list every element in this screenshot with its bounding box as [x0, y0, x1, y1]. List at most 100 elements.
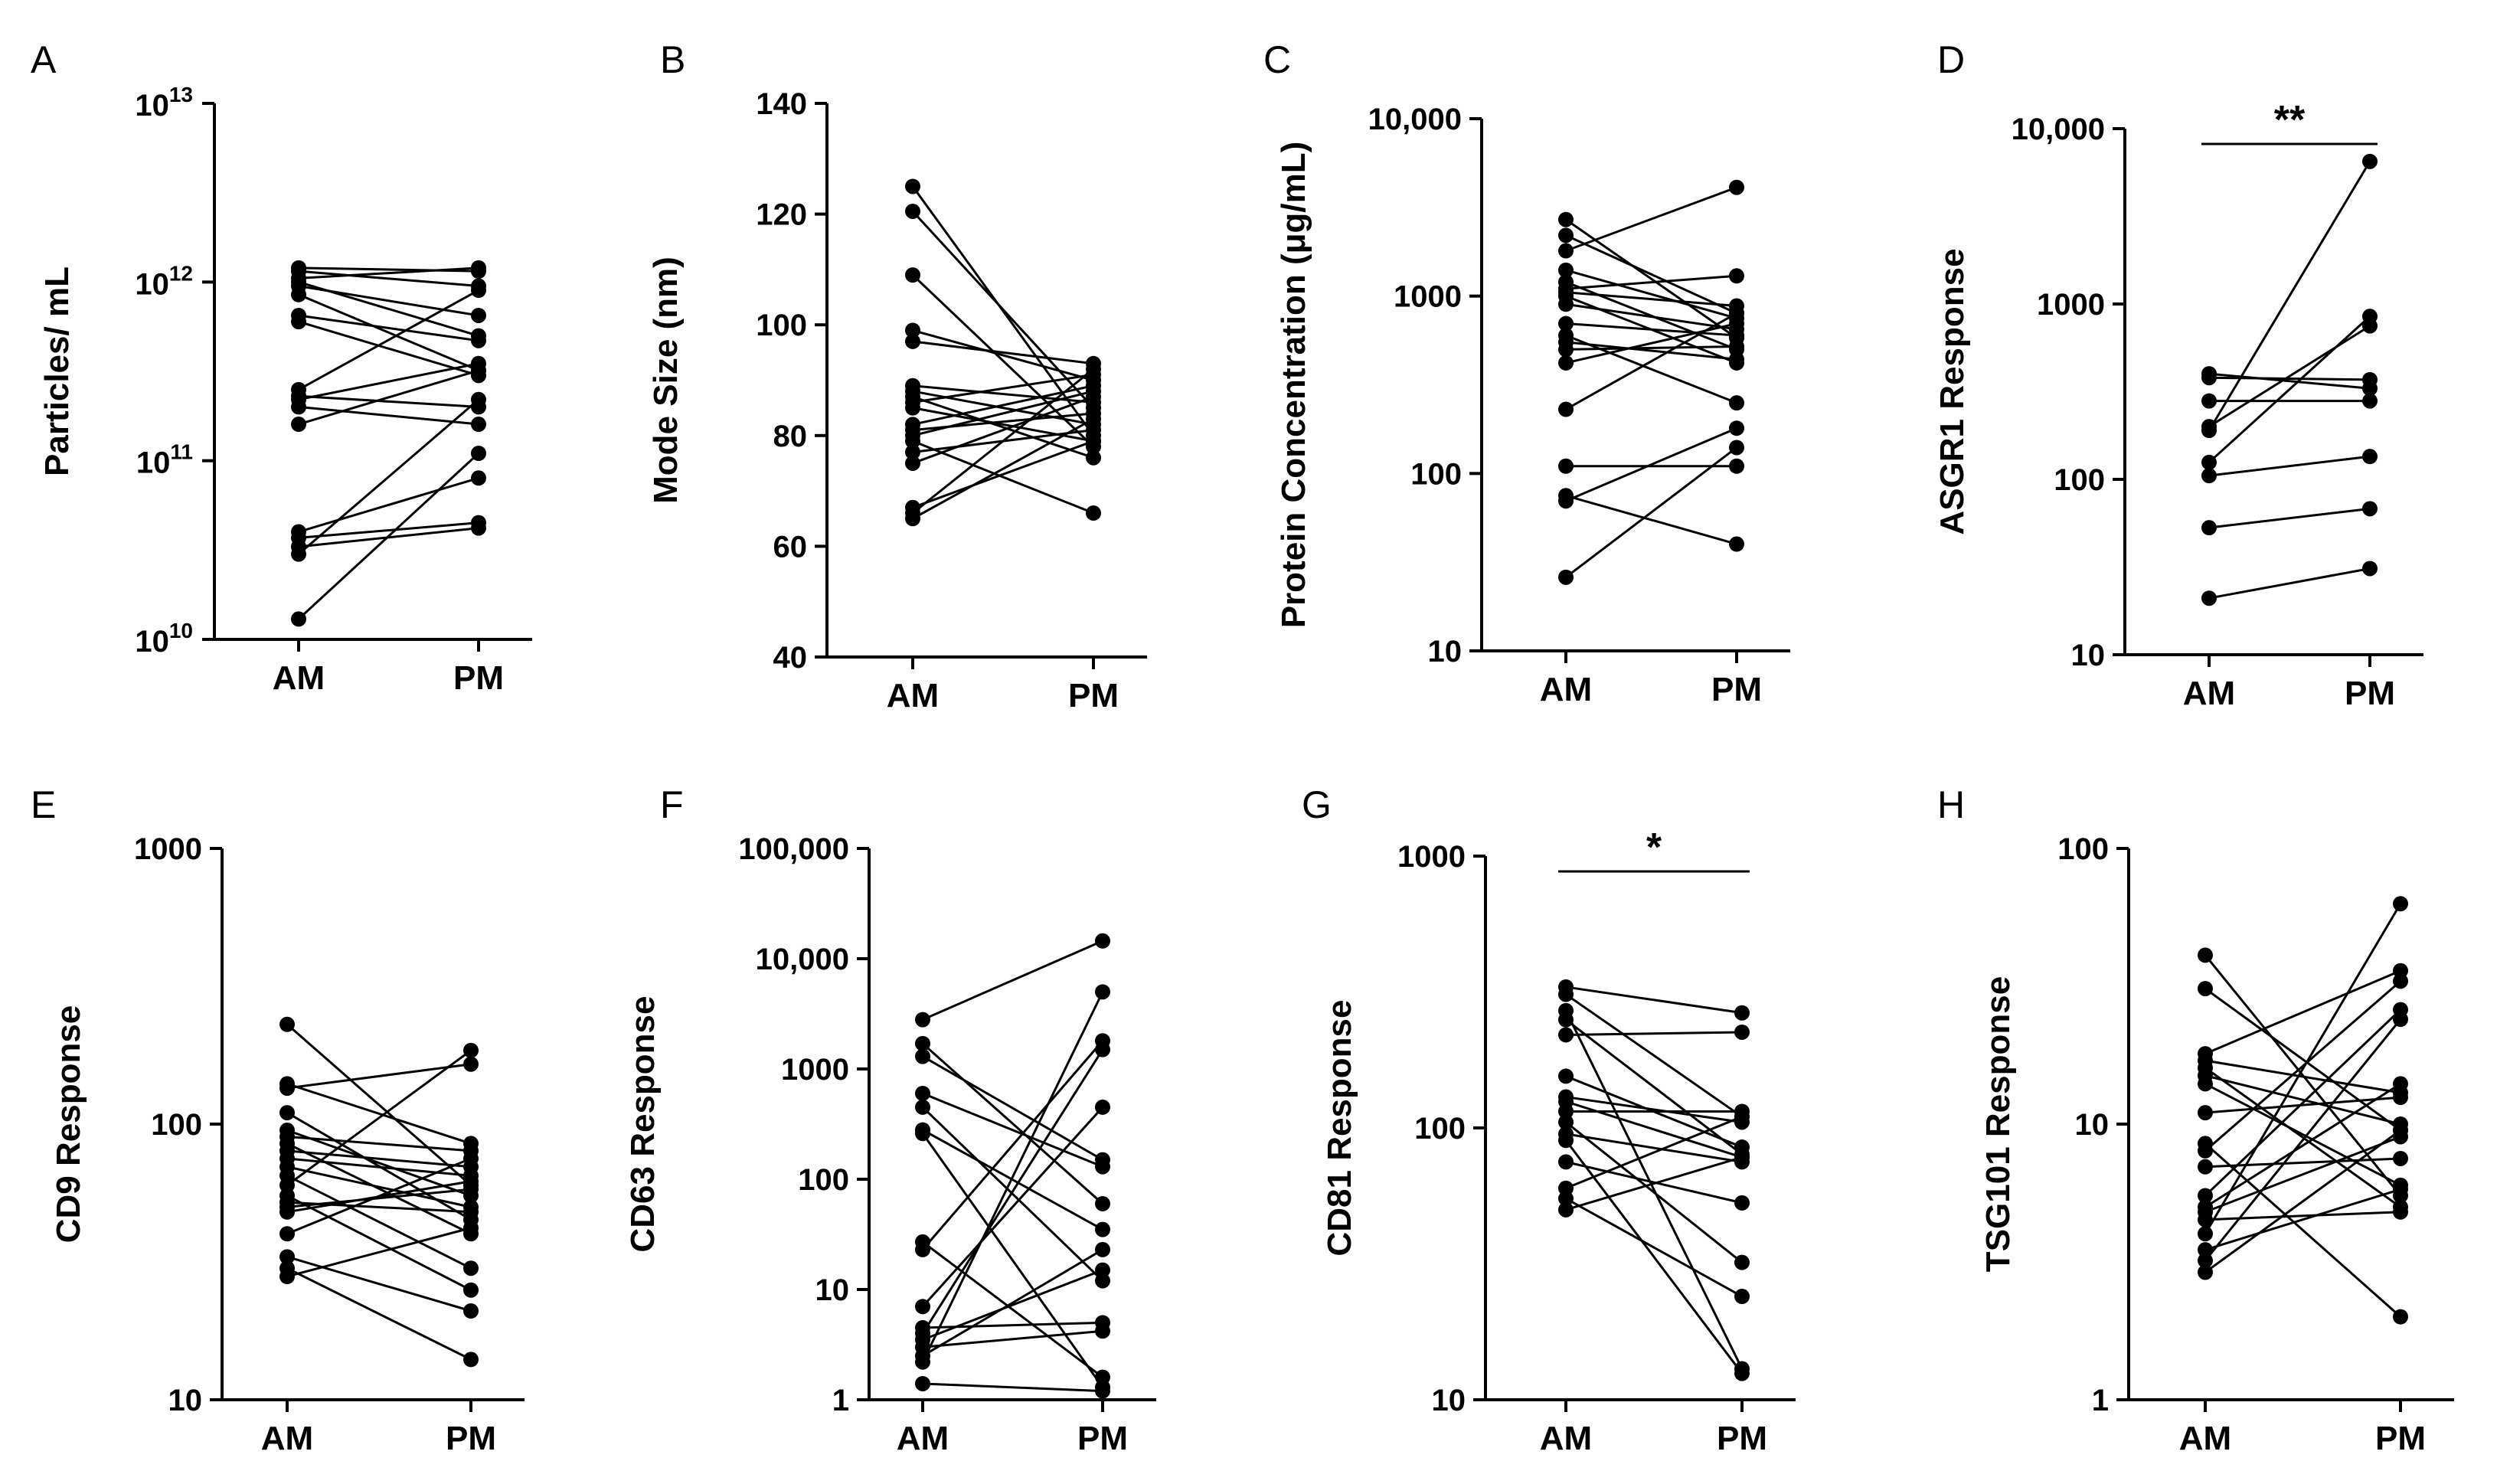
pair-line — [286, 1082, 472, 1145]
pair-line — [2208, 455, 2371, 477]
am-point — [1558, 493, 1574, 509]
y-tick-label: 140 — [756, 87, 807, 121]
pm-point — [463, 1352, 479, 1368]
pair-line — [922, 1269, 1103, 1342]
pair-line — [1565, 334, 1737, 404]
y-tick-label: 1000 — [781, 1053, 849, 1087]
pair-line — [1565, 302, 1737, 331]
am-point — [905, 444, 920, 460]
am-point — [2198, 1253, 2213, 1269]
am-point — [291, 314, 306, 330]
pm-point — [2393, 1090, 2408, 1106]
pm-point — [1095, 1221, 1110, 1237]
pm-point — [463, 1150, 479, 1166]
am-point — [905, 455, 920, 471]
am-point — [1558, 342, 1574, 358]
pm-point — [1095, 1195, 1110, 1211]
pm-point — [2362, 309, 2378, 325]
pair-line — [1565, 1155, 1743, 1211]
pair-line — [921, 1106, 1104, 1308]
pm-point — [1729, 536, 1744, 552]
panel-f: F 1 10 100 1000 10,000 100,000 AM PM CD63 Respons… — [624, 783, 1156, 1457]
pair-line — [1565, 345, 1737, 351]
am-point — [291, 417, 306, 433]
y-axis-label: TSG101 Response — [1979, 976, 2017, 1272]
y-axis-label: Particles/ mL — [38, 266, 76, 476]
pm-point — [1095, 1262, 1110, 1278]
am-point — [905, 400, 920, 416]
y-tick-label: 100,000 — [738, 832, 849, 866]
pm-point — [1086, 361, 1101, 378]
pm-point — [471, 417, 486, 433]
x-tick-label: PM — [1717, 1420, 1767, 1457]
pair-line — [1565, 269, 1737, 320]
pm-point — [1734, 1195, 1750, 1211]
pair-line — [921, 1133, 1104, 1388]
pm-point — [471, 446, 486, 462]
am-point — [1558, 315, 1574, 332]
pair-line — [1564, 1010, 1744, 1370]
am-point — [279, 1080, 295, 1097]
y-tick-label: 10,000 — [2012, 113, 2105, 146]
pm-point — [2393, 1182, 2408, 1198]
pm-point — [1095, 1273, 1110, 1289]
pair-line — [1565, 1197, 1743, 1298]
panel-letter: F — [660, 783, 684, 826]
pm-point — [2362, 371, 2378, 387]
am-point — [905, 267, 920, 283]
pair-line — [2204, 1136, 2401, 1214]
am-point — [915, 1354, 930, 1370]
pair-line — [286, 1129, 472, 1197]
pair-line — [2204, 1142, 2401, 1318]
pair-line — [922, 1092, 1103, 1168]
x-tick-label: AM — [273, 659, 325, 697]
pm-point — [2362, 449, 2378, 465]
pair-line — [298, 314, 479, 342]
pair-line — [922, 940, 1103, 1021]
pm-point — [1086, 505, 1101, 521]
y-tick-label: 10 — [815, 1273, 850, 1307]
pair-line — [1565, 1018, 1743, 1155]
am-point — [1558, 355, 1574, 371]
y-tick-label: 100 — [756, 309, 807, 342]
pm-point — [471, 470, 486, 486]
am-point — [2198, 1159, 2213, 1175]
pm-point — [1095, 984, 1110, 1000]
pm-point — [1095, 1099, 1110, 1115]
pair-line — [921, 1106, 1104, 1282]
pair-line — [286, 1255, 472, 1312]
pair-line — [1565, 234, 1737, 315]
am-point — [905, 511, 920, 527]
am-point — [291, 399, 306, 415]
y-tick-label: 1000 — [1394, 280, 1462, 314]
pair-line — [1565, 291, 1737, 308]
pair-line — [298, 266, 479, 279]
y-tick-label: 10 — [2071, 639, 2106, 672]
am-point — [2201, 454, 2217, 470]
am-point — [915, 1012, 930, 1028]
x-tick-label: PM — [2375, 1420, 2426, 1457]
pm-point — [1095, 1159, 1110, 1175]
pair-line — [298, 405, 479, 426]
significance-marker: * — [1646, 825, 1662, 870]
am-point — [1558, 1201, 1574, 1218]
pm-point — [1729, 351, 1744, 368]
panel-d: D 10 100 1000 10,000 AM PM ASGR1 Response ** — [1933, 38, 2423, 712]
pair-line — [298, 289, 479, 391]
pair-line — [286, 1149, 472, 1169]
pair-line — [286, 1063, 472, 1090]
panel-c: C 10 100 1000 10,000 AM PM Protein Concentratio… — [1263, 38, 1790, 708]
pm-point — [2393, 1076, 2408, 1092]
am-point — [279, 1249, 295, 1265]
panel-h: H 1 10 100 AM PM TSG101 Response — [1937, 783, 2454, 1457]
y-tick-label: 100 — [2057, 832, 2109, 866]
panel-a: A 1010 1011 1012 1013 AM PM Particles/ mL — [31, 38, 532, 697]
pair-line — [1565, 274, 1737, 290]
am-point — [2201, 520, 2217, 536]
pair-line — [298, 270, 479, 288]
pm-point — [2362, 561, 2378, 577]
y-tick-label: 1 — [2092, 1384, 2109, 1417]
pm-point — [463, 1042, 479, 1058]
pm-point — [471, 520, 486, 536]
am-point — [1558, 569, 1574, 585]
